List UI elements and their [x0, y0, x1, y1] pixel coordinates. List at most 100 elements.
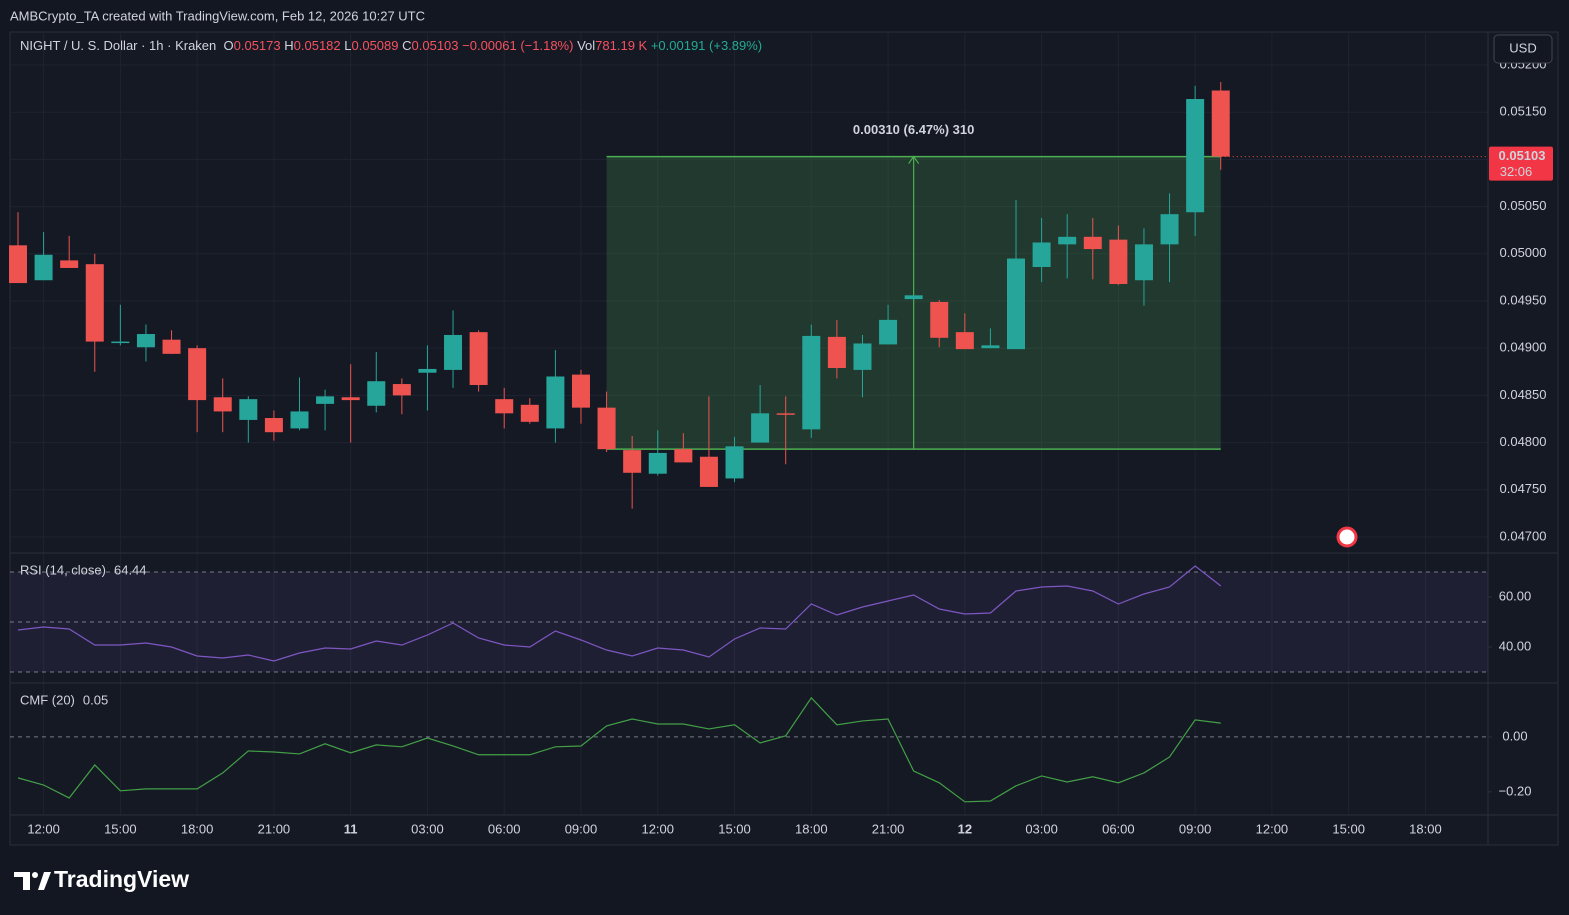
x-tick-label: 09:00: [565, 821, 598, 836]
candle-body: [699, 456, 718, 487]
c-label: C: [402, 38, 412, 53]
x-tick-label: 18:00: [1409, 821, 1442, 836]
candle-body: [827, 336, 846, 369]
candle-body: [418, 368, 437, 373]
event-flag: [1336, 526, 1358, 548]
h-value: 0.05182: [293, 38, 341, 53]
x-tick-label: 21:00: [872, 821, 905, 836]
candle-body: [264, 418, 283, 433]
countdown: 32:06: [1500, 164, 1533, 179]
candle-body: [1134, 244, 1153, 281]
x-tick-label: 06:00: [1102, 821, 1135, 836]
y-tick-label: 0.04700: [1500, 528, 1547, 543]
x-tick-label: 03:00: [1025, 821, 1058, 836]
c-value: 0.05103: [411, 38, 459, 53]
candle-body: [623, 450, 642, 473]
x-tick-label: 21:00: [258, 821, 291, 836]
indicator-title: CMF (20): [20, 692, 75, 707]
symbol-legend: NIGHT / U. S. Dollar · 1h · Kraken O0.05…: [20, 38, 762, 53]
vol-value: 781.19 K: [595, 38, 648, 53]
candle-body: [520, 404, 539, 422]
x-tick-label: 18:00: [795, 821, 828, 836]
candle-body: [469, 332, 488, 385]
o-label: O: [223, 38, 234, 53]
x-tick-label: 06:00: [488, 821, 521, 836]
x-tick-label: 15:00: [104, 821, 137, 836]
price-tag-value: 0.05103: [1499, 148, 1546, 163]
x-tick-label: 09:00: [1179, 821, 1212, 836]
y-tick-label: 0.04800: [1500, 434, 1547, 449]
y-tick-label: 0.00: [1502, 728, 1527, 743]
candle-body: [904, 295, 923, 300]
l-value: 0.05089: [351, 38, 399, 53]
candle-body: [674, 449, 693, 463]
o-value: 0.05173: [233, 38, 281, 53]
candle-body: [162, 339, 181, 354]
logo-mark: [38, 872, 51, 890]
candle-body: [60, 260, 79, 268]
candle-body: [316, 396, 335, 404]
x-tick-label: 18:00: [181, 821, 214, 836]
y-tick-label: −0.20: [1499, 783, 1532, 798]
symbol: NIGHT / U. S. Dollar · 1h · Kraken: [20, 38, 217, 53]
x-tick-label: 03:00: [411, 821, 444, 836]
measure-arrowhead: [908, 155, 920, 164]
candle-body: [776, 413, 795, 415]
x-tick-label: 12:00: [641, 821, 674, 836]
candle-body: [981, 345, 1000, 349]
candle-body: [34, 254, 53, 281]
y-tick-label: 0.05150: [1500, 104, 1547, 119]
candle-body: [290, 411, 309, 429]
candle-body: [751, 413, 770, 443]
y-tick-label: 60.00: [1499, 588, 1532, 603]
candle-body: [802, 335, 821, 430]
x-tick-label: 11: [344, 821, 358, 836]
y-tick-label: 0.04750: [1500, 481, 1547, 496]
candle-body: [239, 399, 258, 420]
x-tick-label: 15:00: [1332, 821, 1365, 836]
candle-body: [853, 343, 872, 370]
candle-body: [136, 334, 155, 348]
cmf-line: [17, 696, 1221, 803]
indicator-title: RSI (14, close): [20, 562, 106, 577]
y-tick-label: 0.04950: [1500, 292, 1547, 307]
chart-frame: [9, 31, 1559, 846]
candle-body: [213, 397, 232, 412]
vol-change: +0.00191 (+3.89%): [650, 38, 763, 53]
currency-button[interactable]: [1493, 34, 1553, 64]
currency[interactable]: USD: [1509, 40, 1536, 55]
candle-body: [1032, 242, 1051, 268]
candle-body: [367, 381, 386, 406]
candle-body: [879, 319, 898, 345]
logo-icon: [14, 872, 51, 890]
candle-body: [85, 264, 104, 342]
h-label: H: [284, 38, 294, 53]
candle-body: [1058, 236, 1077, 245]
candle-body: [444, 334, 463, 370]
x-tick-label: 15:00: [718, 821, 751, 836]
plot-layer: 12:00 15:00 18:00 21:00 11 03:00 06:00 09:00 12:…: [9, 32, 1558, 845]
vol-label: Vol: [577, 38, 596, 53]
candle-body: [1160, 214, 1179, 245]
candle-body: [392, 384, 411, 396]
candle-body: [725, 446, 744, 479]
candle-body: [546, 376, 565, 429]
credit: AMBCrypto_TA created with TradingView.co…: [10, 8, 425, 23]
candle-body: [955, 332, 974, 350]
l-label: L: [344, 38, 352, 53]
candle-body: [188, 348, 207, 401]
x-tick-label: 12: [958, 821, 972, 836]
candle-body: [597, 407, 616, 450]
candle-body: [111, 341, 130, 344]
y-tick-label: 0.04850: [1500, 387, 1547, 402]
indicator-value: 0.05: [83, 692, 108, 707]
candle-body: [1007, 258, 1026, 350]
indicator-value: 64.44: [114, 562, 147, 577]
x-tick-label: 12:00: [27, 821, 60, 836]
measure-label: 0.00310 (6.47%) 310: [853, 122, 974, 137]
change: −0.00061 (−1.18%): [462, 38, 574, 53]
y-tick-label: 0.04900: [1500, 340, 1547, 355]
y-tick-label: 0.05050: [1500, 198, 1547, 213]
x-tick-label: 12:00: [1256, 821, 1289, 836]
